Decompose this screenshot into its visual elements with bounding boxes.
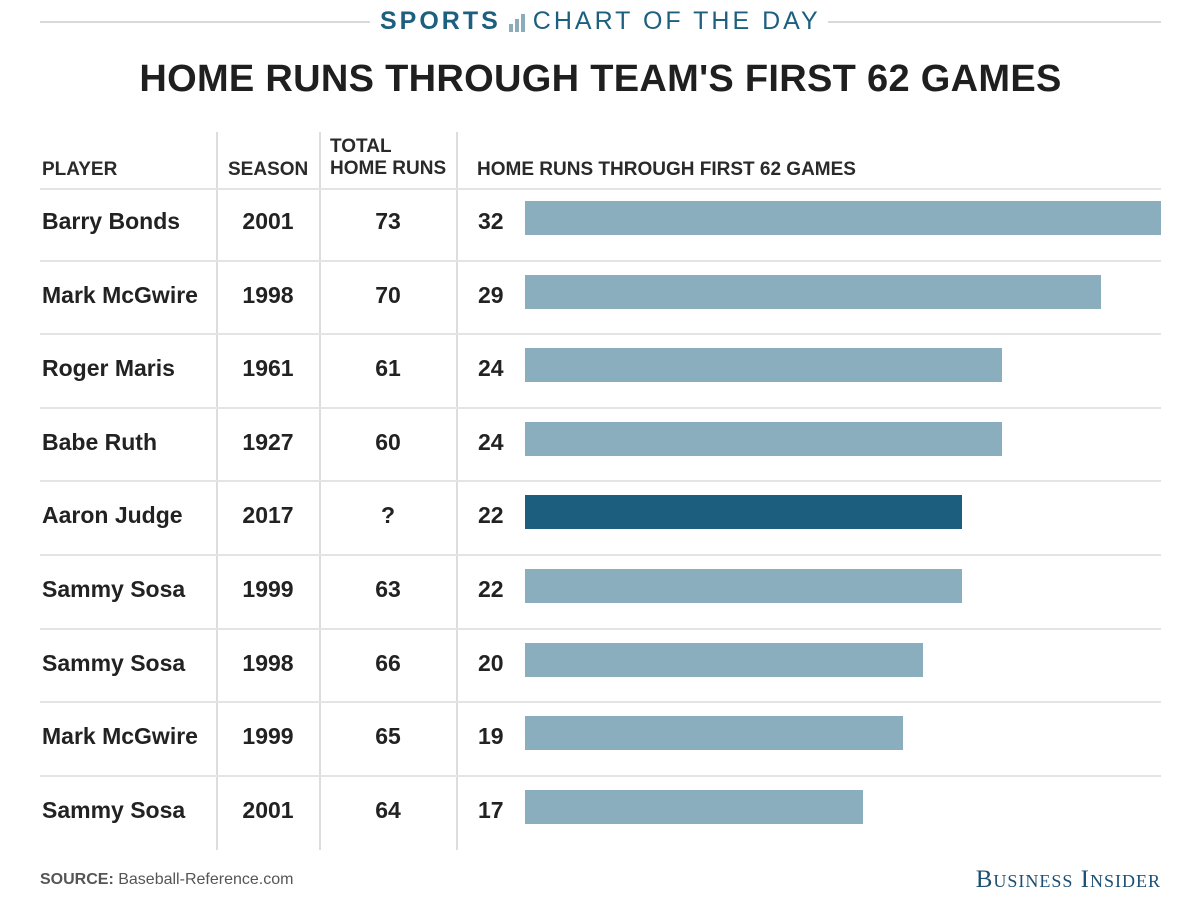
bar [525,790,863,824]
total-home-runs: 63 [375,576,401,602]
bar [525,275,1101,309]
player-name: Mark McGwire [42,723,198,749]
row-separator [40,260,1161,262]
row-separator [40,480,1161,482]
player-name: Sammy Sosa [42,797,186,823]
source-note: SOURCE: Baseball-Reference.com [40,871,293,889]
player-name: Babe Ruth [42,429,157,455]
row-separator [40,701,1161,703]
table-row: Roger Maris 1961 61 24 [0,332,1201,405]
player-name: Aaron Judge [42,502,183,528]
banner-label: SPORTS CHART OF THE DAY [380,7,820,36]
header-season: SEASON [228,159,309,180]
table-row: Mark McGwire 1999 65 19 [0,700,1201,773]
bar-value-label: 24 [478,429,504,455]
row-separator [40,775,1161,777]
bar [525,569,962,603]
table-row: Sammy Sosa 1999 63 22 [0,553,1201,626]
bar [525,422,1002,456]
banner-rule-right [828,21,1161,23]
header-separator [40,188,1161,190]
chart-title: HOME RUNS THROUGH TEAM'S FIRST 62 GAMES [139,58,1062,100]
table-row: Barry Bonds 2001 73 32 [0,185,1201,258]
season-value: 1998 [242,282,294,308]
total-home-runs: 66 [375,650,401,676]
bar-value-label: 19 [478,723,504,749]
season-value: 2001 [242,797,294,823]
player-name: Mark McGwire [42,282,198,308]
bar-value-label: 29 [478,282,504,308]
row-separator [40,407,1161,409]
total-home-runs: 60 [375,429,401,455]
bar-chart-icon [508,12,525,32]
total-home-runs: 64 [375,797,401,823]
source-text: Baseball-Reference.com [118,871,294,888]
season-value: 2017 [242,502,294,528]
row-separator [40,333,1161,335]
player-name: Sammy Sosa [42,650,186,676]
chart-of-the-day-label: CHART OF THE DAY [532,7,821,35]
row-separator [40,554,1161,556]
table-row: Sammy Sosa 2001 64 17 [0,774,1201,847]
source-label: SOURCE: [40,871,114,888]
table-row: Babe Ruth 1927 60 24 [0,406,1201,479]
bar-value-label: 20 [478,650,504,676]
total-home-runs: ? [380,502,396,528]
header-total-line1: TOTAL [330,136,392,157]
player-name: Barry Bonds [42,208,181,234]
total-home-runs: 65 [375,723,401,749]
bar-value-label: 17 [478,797,504,823]
divider-season-total [319,132,321,850]
season-value: 1999 [242,576,294,602]
table-row: Sammy Sosa 1998 66 20 [0,627,1201,700]
chart-of-the-day-banner: SPORTS CHART OF THE DAY [0,4,1201,38]
sports-label: SPORTS [380,7,501,35]
bar-value-label: 24 [478,355,504,381]
bar-value-label: 32 [478,208,504,234]
bar-highlighted [525,495,962,529]
header-player: PLAYER [42,159,118,180]
season-value: 2001 [242,208,294,234]
bar [525,716,903,750]
table-row: Mark McGwire 1998 70 29 [0,259,1201,332]
header-bars: HOME RUNS THROUGH FIRST 62 GAMES [477,159,856,180]
bar [525,643,923,677]
row-separator [40,628,1161,630]
season-value: 1927 [242,429,294,455]
banner-rule-left [40,21,370,23]
season-value: 1961 [242,355,294,381]
total-home-runs: 73 [375,208,401,234]
total-home-runs: 61 [375,355,401,381]
season-value: 1998 [242,650,294,676]
bar [525,201,1161,235]
season-value: 1999 [242,723,294,749]
total-home-runs: 70 [375,282,401,308]
bar-value-label: 22 [478,502,504,528]
business-insider-logo: Business Insider [975,866,1161,893]
bar [525,348,1002,382]
divider-total-bars [456,132,458,850]
table-row: Aaron Judge 2017? 22 [0,479,1201,552]
player-name: Roger Maris [42,355,175,381]
divider-player-season [216,132,218,850]
player-name: Sammy Sosa [42,576,186,602]
header-total-line2: HOME RUNS [330,158,447,179]
bar-value-label: 22 [478,576,504,602]
